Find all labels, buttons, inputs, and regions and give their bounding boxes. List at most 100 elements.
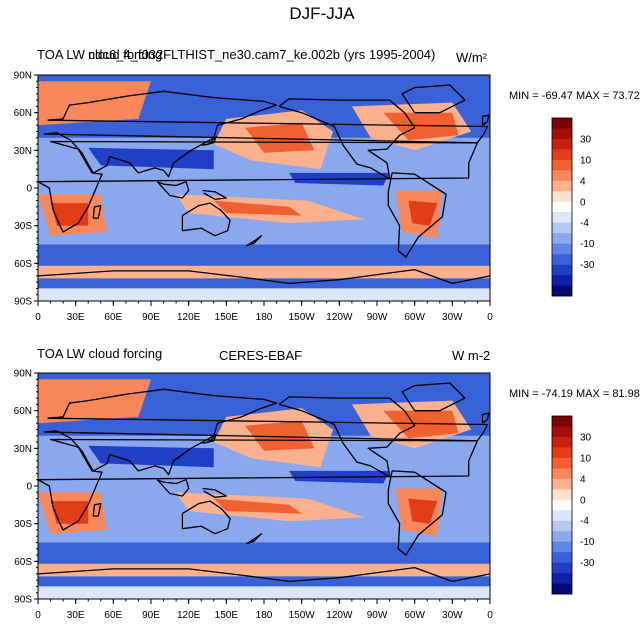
panel-2-colorbar-box <box>552 573 572 584</box>
panel-2-coastline <box>156 479 190 497</box>
panel-2-colorbar-box <box>552 457 572 469</box>
panel-2-field-region <box>38 379 151 424</box>
panel-1-colorbar-label: 30 <box>580 134 592 145</box>
panel-2-lon-label: 180 <box>256 610 273 621</box>
panel-2-colorbar-box <box>552 552 572 563</box>
panel-2-lat-label: 90S <box>14 595 32 606</box>
panel-2-coastline <box>202 433 217 444</box>
panel-1-colorbar-label: 0 <box>580 197 586 208</box>
panel-2-lon-label: 30W <box>442 610 463 621</box>
panel-2-field-region <box>38 586 490 599</box>
panel-2-lat-label: 60S <box>14 557 32 568</box>
panel-1-colorbar-box <box>552 254 572 265</box>
panel-1-lat-label: 60S <box>14 259 32 270</box>
panel-1-units: W/m² <box>456 50 488 65</box>
panel-2-lon-label: 150W <box>289 610 316 621</box>
panel-2-field-region <box>408 498 438 524</box>
panel-2-lon-label: 90E <box>142 610 160 621</box>
panel-2-coastline <box>37 438 478 531</box>
panel-2-colorbar-label: 4 <box>580 474 586 485</box>
panel-2-colorbar-label: 10 <box>580 453 592 464</box>
panel-1-lat-label: 90N <box>14 71 32 82</box>
panel-2-colorbar-box <box>552 583 572 595</box>
panel-1-lon-label: 30W <box>442 312 463 323</box>
panel-2-center-title: CERES-EBAF <box>219 348 303 363</box>
panel-1-colorbar-label: -10 <box>580 239 595 250</box>
panel-2-lat-label: 90N <box>14 369 32 380</box>
panel-1-coastline <box>202 135 217 146</box>
panel-2-lon-label: 30E <box>67 610 85 621</box>
panel-2-coastline <box>246 533 263 545</box>
panel-2-lon-label: 120E <box>177 610 201 621</box>
panel-2-colorbar-box <box>552 436 572 448</box>
panel-2-lon-label: 150E <box>215 610 239 621</box>
panel-1-lat-label: 90S <box>14 297 32 308</box>
panel-1-colorbar-label: -30 <box>580 260 595 271</box>
panel-1-colorbar-box <box>552 159 572 171</box>
panel-1-colorbar-label: -4 <box>580 218 589 229</box>
panel-2-colorbar-box <box>552 562 572 574</box>
panel-1-lon-label: 90W <box>367 312 388 323</box>
panel-2-colorbar-box <box>552 520 572 532</box>
panel-1-colorbar-box <box>552 243 572 255</box>
panel-1-colorbar-box <box>552 118 572 129</box>
panel-2-colorbar-frame <box>551 415 573 595</box>
panel-1-field-region <box>38 288 490 301</box>
panel-1-lat-label: 0 <box>26 184 32 195</box>
panel-2-coastline <box>181 500 231 535</box>
panel-1-colorbar-box <box>552 233 572 244</box>
panel-2-coastline <box>387 470 447 556</box>
panel-1-lon-label: 0 <box>487 312 493 323</box>
panel-2-coastline <box>401 382 466 412</box>
panel-1-coastline <box>156 181 190 199</box>
panel-2-coastline <box>202 487 227 498</box>
panel-1-coastline <box>278 98 416 179</box>
panel-1-colorbar-box <box>552 212 572 224</box>
panel-1-colorbar-box <box>552 264 572 276</box>
panel-1-field-region <box>38 81 151 126</box>
panel-1-colorbar-box <box>552 138 572 150</box>
panel-1-coastline <box>181 202 231 237</box>
panel-1-colorbar-box <box>552 191 572 203</box>
panel-1-colorbar-box <box>552 149 572 161</box>
panel-1-field-region <box>88 147 214 170</box>
panel-2-colorbar-box <box>552 447 572 459</box>
panel-2-coastline <box>481 412 490 424</box>
panel-2-colorbar-label: 30 <box>580 432 592 443</box>
panel-1-left-title: TOA LW cloud forcing <box>37 47 163 62</box>
panel-1-field-region <box>50 203 89 226</box>
panel-1-lon-label: 150E <box>215 312 239 323</box>
panel-2-coastline <box>92 502 102 517</box>
panel-2-colorbar-box <box>552 426 572 438</box>
panel-1-lon-label: 120E <box>177 312 201 323</box>
panel-1-colorbar-box <box>552 170 572 182</box>
panel-1-coastline <box>481 114 490 126</box>
panel-2-colorbar-label: -10 <box>580 537 595 548</box>
panel-2-colorbar-label: 0 <box>580 495 586 506</box>
panel-2-colorbar: 30 10 4 0 -4 -10 -30 <box>551 415 595 595</box>
panel-1-coastline <box>246 235 263 247</box>
panel-1-lon-label: 90E <box>142 312 160 323</box>
panel-1-lon-label: 120W <box>326 312 353 323</box>
panel-2-field-region <box>50 501 89 524</box>
panel-1-colorbar-box <box>552 201 572 213</box>
panel-1-colorbar-box <box>552 222 572 234</box>
panel-1-field-region <box>408 200 438 226</box>
panel-2-left-title: TOA LW cloud forcing <box>37 346 163 361</box>
panel-2-lon-label: 60E <box>104 610 122 621</box>
panel-1-colorbar-box <box>552 285 572 297</box>
panel-2-field-region <box>245 420 315 451</box>
panel-1-colorbar: 30 10 4 0 -4 -10 -30 <box>551 117 595 297</box>
panel-1-colorbar-box <box>552 180 572 192</box>
panel-2-lon-label: 60W <box>404 610 425 621</box>
panel-2-coastline <box>37 566 491 583</box>
panel-1-colorbar-box <box>552 128 572 140</box>
panel-1-lon-label: 0 <box>35 312 41 323</box>
panel-2-colorbar-box <box>552 531 572 542</box>
panel-1-stats: MIN = -69.47 MAX = 73.72 <box>509 90 640 102</box>
panel-1-lon-label: 60E <box>104 312 122 323</box>
panel-2-lon-label: 0 <box>35 610 41 621</box>
panel-1-coastline <box>401 84 466 114</box>
